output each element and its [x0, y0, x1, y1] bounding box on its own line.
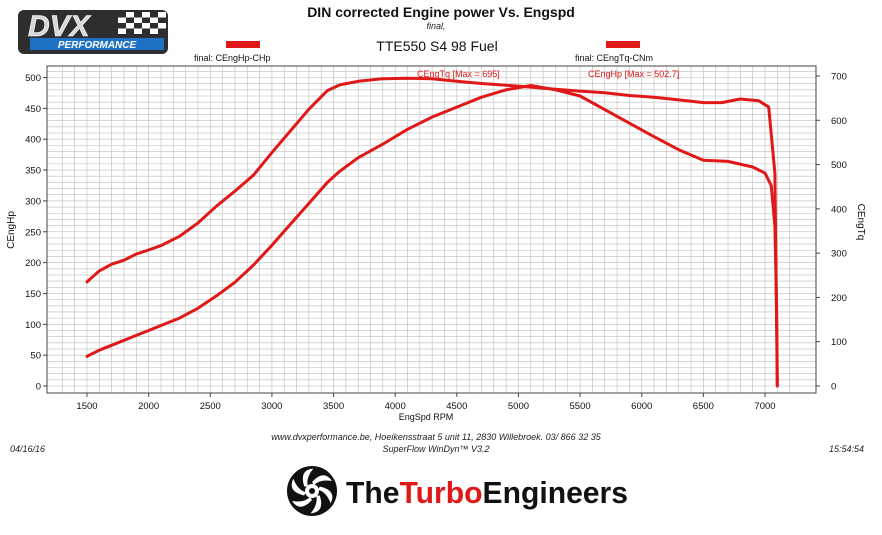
plot-frame	[46, 65, 817, 394]
run-label: TTE550 S4 98 Fuel	[376, 38, 497, 54]
y-left-tick-label: 400	[25, 135, 41, 146]
x-tick-label: 3000	[261, 401, 282, 412]
turbo-engineers-logo: TheTurboEngineers	[287, 466, 628, 516]
x-tick-label: 6500	[693, 401, 714, 412]
legend: final: CEngHp-CHp final: CEngTq-CNm	[194, 41, 653, 63]
x-tick-label: 4000	[385, 401, 406, 412]
chart-subtitle: final,	[426, 21, 445, 31]
x-tick-label: 7000	[754, 401, 775, 412]
tte-text-the: The	[346, 475, 400, 510]
y-left-tick-label: 300	[25, 196, 41, 207]
y-right-tick-label: 600	[831, 116, 847, 127]
footer-address: www.dvxperformance.be, Hoeikensstraat 5 …	[271, 432, 601, 442]
chart-title: DIN corrected Engine power Vs. Engspd	[307, 4, 575, 20]
y-left-tick-label: 500	[25, 73, 41, 84]
y-right-tick-label: 100	[831, 337, 847, 348]
series-line-cenghp	[85, 84, 779, 388]
x-tick-label: 4500	[446, 401, 467, 412]
y-right-tick-label: 700	[831, 72, 847, 83]
y-left-tick-label: 100	[25, 320, 41, 331]
y-left-tick-label: 350	[25, 166, 41, 177]
tte-text-engineers: Engineers	[483, 475, 628, 510]
x-tick-label: 5500	[570, 401, 591, 412]
tte-text-turbo: Turbo	[400, 475, 483, 510]
x-tick-label: 2500	[200, 401, 221, 412]
x-axis-ticks: 1500 2000 2500 3000 3500 4000 4500 5000 5500 6000…	[76, 393, 776, 412]
y-left-tick-label: 0	[36, 382, 41, 393]
footer-software: SuperFlow WinDyn™ V3.2	[383, 444, 490, 454]
legend-label-hp: final: CEngHp-CHp	[194, 53, 271, 63]
legend-swatch-tq	[606, 41, 640, 48]
annotation-tq-max: CEngTq [Max = 695]	[417, 69, 500, 79]
y-left-axis-ticks: 0 50 100 150 200 250 300 350 400 450 500	[25, 73, 47, 393]
y-left-tick-label: 200	[25, 258, 41, 269]
turbine-icon	[287, 466, 337, 516]
x-tick-label: 1500	[76, 401, 97, 412]
legend-swatch-hp	[226, 41, 260, 48]
x-axis-label: EngSpd RPM	[399, 412, 454, 422]
footer-date: 04/16/16	[10, 444, 45, 454]
svg-text:TheTurboEngineers: TheTurboEngineers	[346, 475, 628, 510]
dvx-logo-subtext: PERFORMANCE	[58, 40, 137, 51]
y-right-tick-label: 500	[831, 160, 847, 171]
y-right-tick-label: 200	[831, 293, 847, 304]
y-left-tick-label: 150	[25, 289, 41, 300]
dvx-logo: DVX PERFORMANCE	[18, 10, 168, 54]
x-tick-label: 6000	[631, 401, 652, 412]
y-left-tick-label: 50	[30, 351, 41, 362]
y-right-tick-label: 400	[831, 204, 847, 215]
footer-time: 15:54:54	[829, 444, 864, 454]
y-right-axis-label: CEngTq	[855, 204, 866, 241]
x-tick-label: 5000	[508, 401, 529, 412]
y-left-axis-label: CEngHp	[6, 211, 17, 249]
y-right-tick-label: 0	[831, 382, 836, 393]
y-right-tick-label: 300	[831, 249, 847, 260]
x-tick-label: 3500	[323, 401, 344, 412]
y-right-axis-ticks: 0 100 200 300 400 500 600 700	[816, 72, 847, 393]
series-lines	[85, 76, 779, 388]
annotation-hp-max: CEngHp [Max = 502.7]	[588, 69, 679, 79]
y-left-tick-label: 450	[25, 104, 41, 115]
plot-grid	[47, 66, 816, 393]
dvx-logo-text: DVX	[28, 10, 92, 43]
y-left-tick-label: 250	[25, 227, 41, 238]
x-tick-label: 2000	[138, 401, 159, 412]
series-line-cengtq	[85, 76, 779, 388]
legend-label-tq: final: CEngTq-CNm	[575, 53, 653, 63]
